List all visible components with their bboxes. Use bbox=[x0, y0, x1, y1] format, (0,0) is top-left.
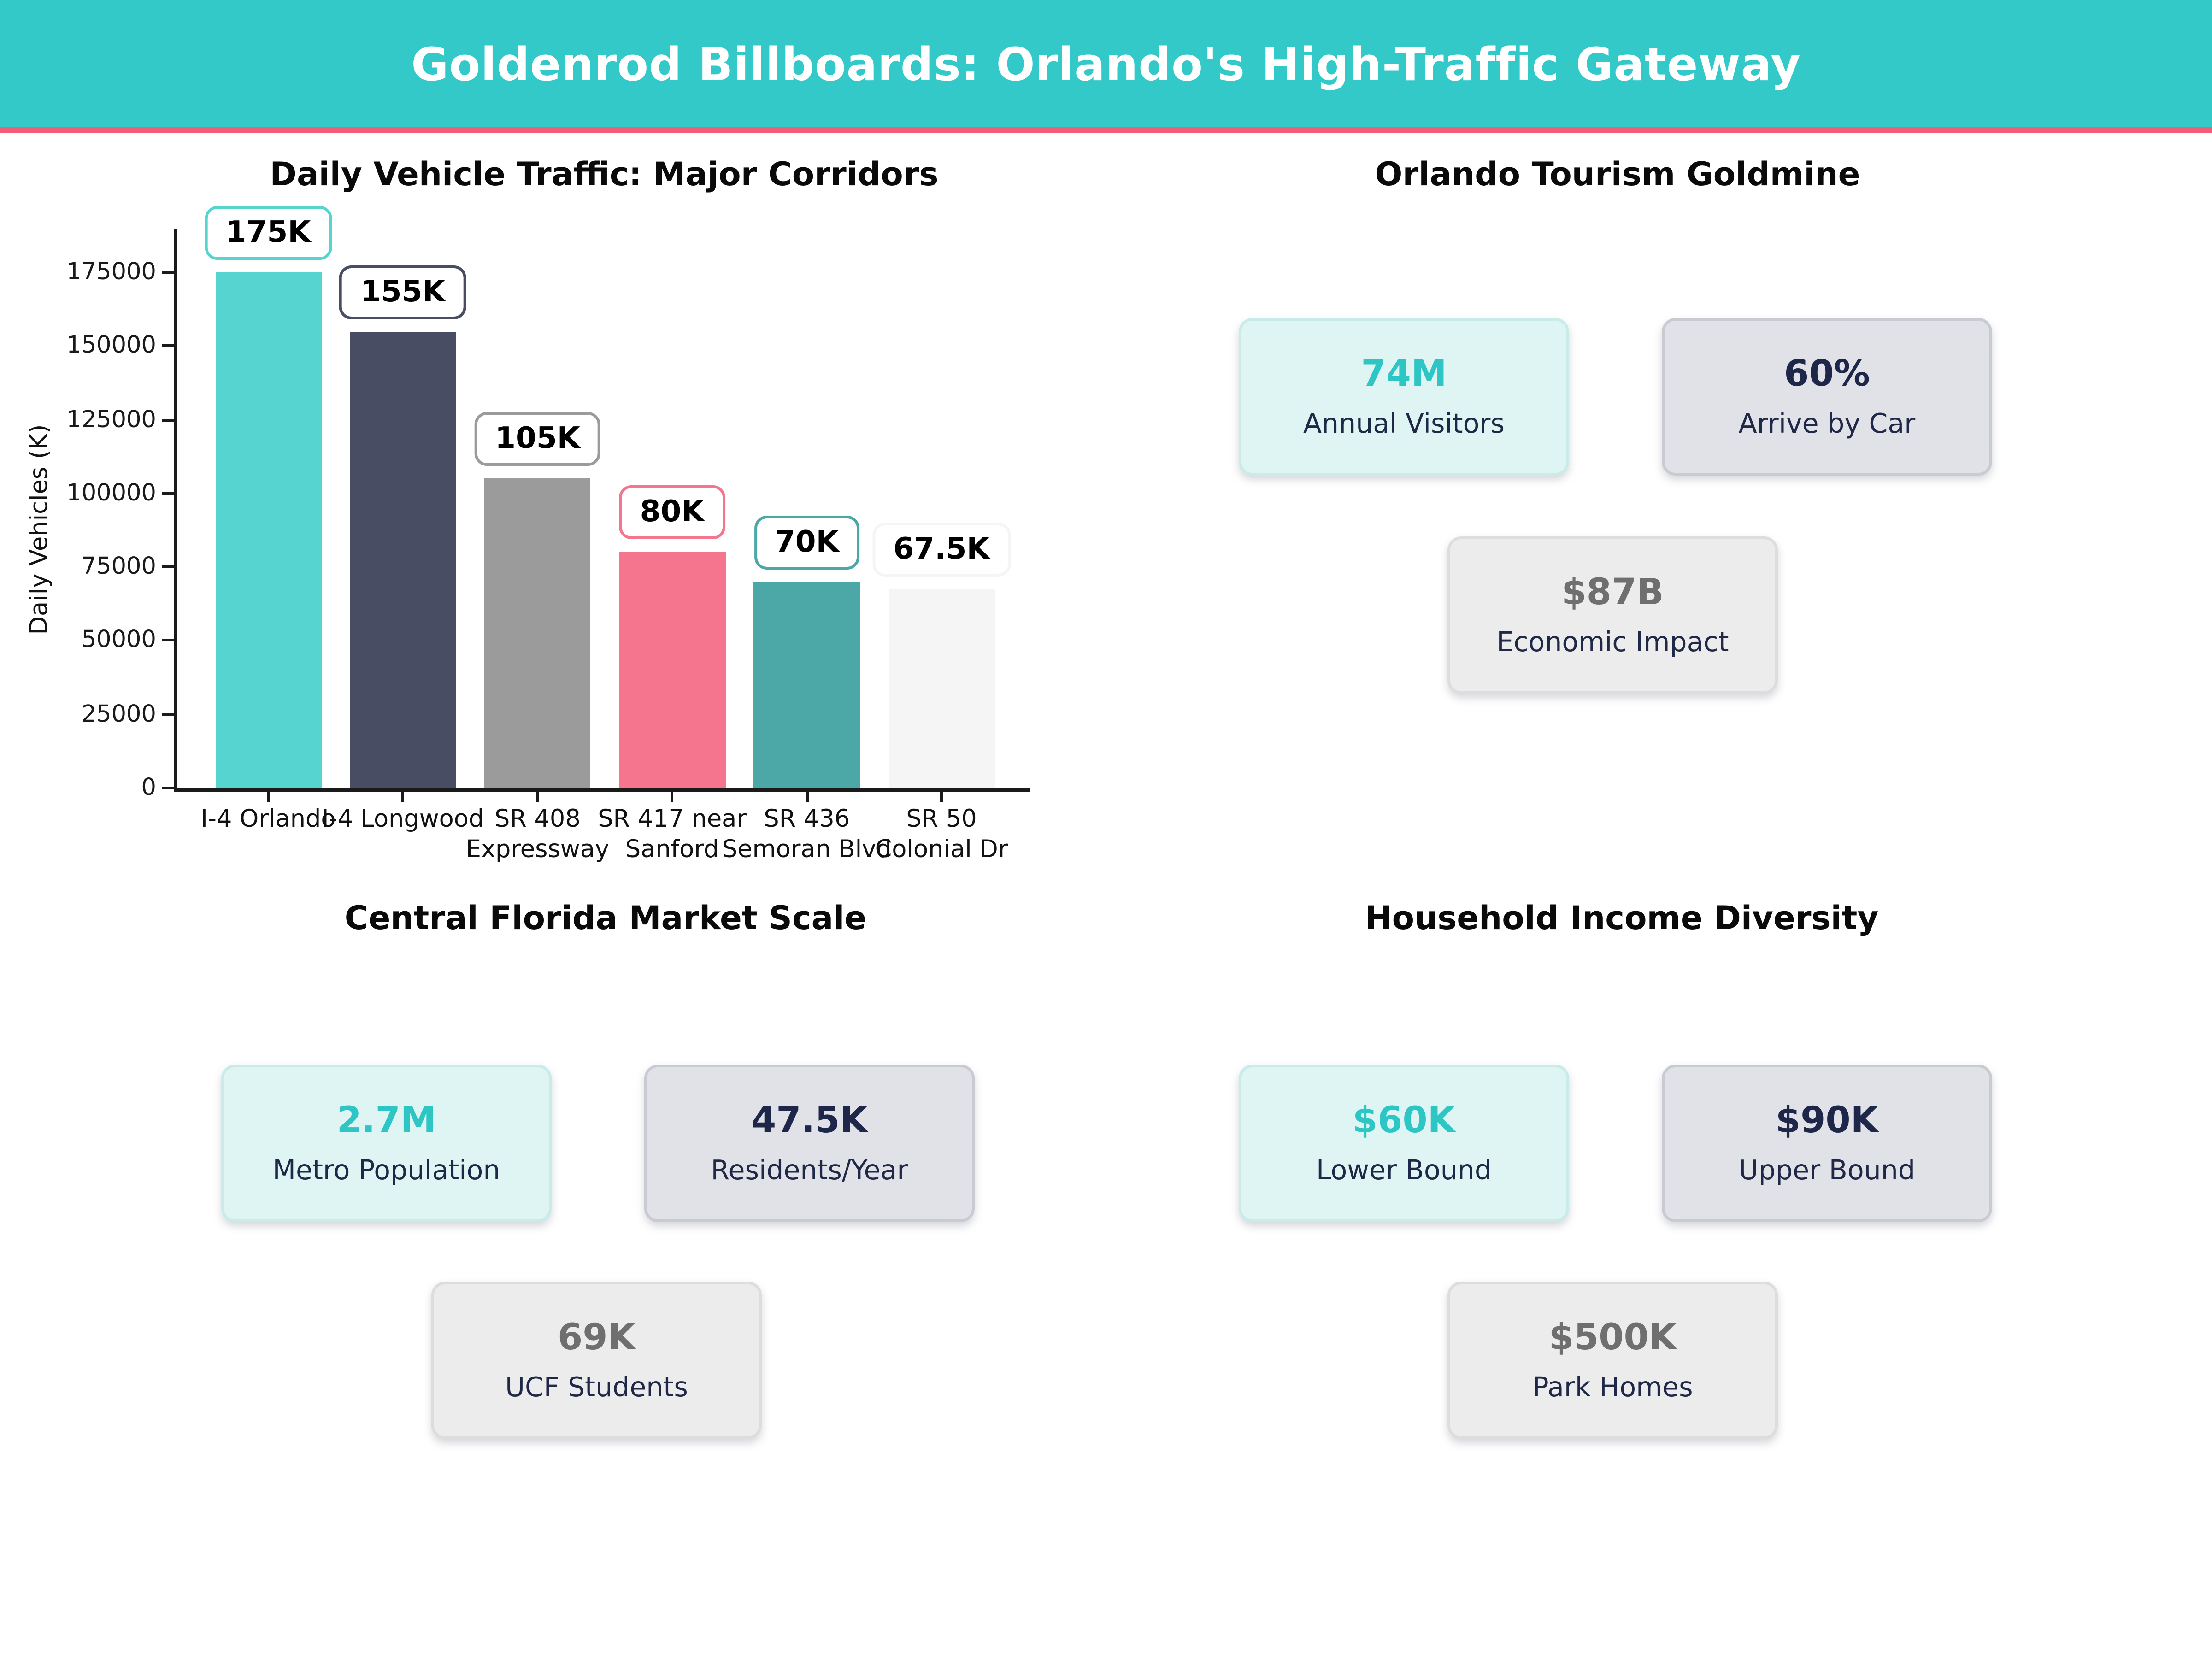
stat-value-upper-bound: $90K bbox=[1775, 1100, 1879, 1142]
bar-sr-50-colonial-dr bbox=[888, 589, 995, 788]
bar-i-4-orlando bbox=[215, 272, 322, 788]
stat-value-lower-bound: $60K bbox=[1352, 1100, 1456, 1142]
y-tick-label: 0 bbox=[141, 774, 156, 802]
y-tick-label: 75000 bbox=[81, 553, 156, 581]
y-tick bbox=[161, 418, 174, 421]
y-tick-label: 175000 bbox=[66, 259, 156, 286]
stat-label-arrive-by-car: Arrive by Car bbox=[1738, 407, 1916, 440]
stat-label-ucf-students: UCF Students bbox=[505, 1371, 688, 1403]
bar-sr-436-semoran-blvd bbox=[753, 582, 860, 788]
stat-value-park-homes: $500K bbox=[1548, 1317, 1677, 1359]
x-tick bbox=[267, 791, 270, 801]
x-axis-spine bbox=[173, 788, 1030, 792]
income-section-title: Household Income Diversity bbox=[1365, 899, 1879, 937]
x-tick bbox=[401, 791, 405, 801]
y-tick bbox=[161, 639, 174, 642]
bar-sr-408-expressway bbox=[484, 478, 591, 788]
stat-card-residents-year: 47.5K Residents/Year bbox=[644, 1065, 975, 1222]
x-tick bbox=[671, 791, 674, 801]
y-tick-label: 25000 bbox=[81, 700, 156, 729]
x-tick-label: SR 50 Colonial Dr bbox=[875, 806, 1008, 864]
x-tick-label: SR 408 Expressway bbox=[465, 806, 609, 864]
stat-card-economic-impact: $87B Economic Impact bbox=[1447, 536, 1778, 694]
stat-card-metro-population: 2.7M Metro Population bbox=[221, 1065, 552, 1222]
y-tick-label: 150000 bbox=[66, 332, 156, 360]
stat-card-ucf-students: 69K UCF Students bbox=[431, 1282, 762, 1439]
stat-card-lower-bound: $60K Lower Bound bbox=[1239, 1065, 1569, 1222]
market-section-title: Central Florida Market Scale bbox=[344, 899, 867, 937]
stat-value-arrive-by-car: 60% bbox=[1784, 353, 1870, 395]
stat-label-park-homes: Park Homes bbox=[1532, 1371, 1693, 1403]
x-tick-label: I-4 Orlando bbox=[200, 806, 336, 834]
page-title: Goldenrod Billboards: Orlando's High-Tra… bbox=[411, 36, 1801, 91]
stat-value-economic-impact: $87B bbox=[1561, 572, 1664, 614]
stat-label-economic-impact: Economic Impact bbox=[1496, 626, 1729, 658]
y-tick-label: 50000 bbox=[81, 627, 156, 655]
bar-value-badge: 105K bbox=[474, 412, 601, 466]
y-tick-label: 100000 bbox=[66, 479, 156, 507]
bar-value-badge: 70K bbox=[753, 515, 860, 570]
bar-value-badge: 80K bbox=[619, 486, 725, 540]
stat-card-arrive-by-car: 60% Arrive by Car bbox=[1662, 318, 1992, 476]
stat-value-annual-visitors: 74M bbox=[1361, 353, 1447, 395]
stat-label-upper-bound: Upper Bound bbox=[1739, 1154, 1915, 1186]
x-tick bbox=[536, 791, 539, 801]
y-tick bbox=[161, 787, 174, 789]
chart-title: Daily Vehicle Traffic: Major Corridors bbox=[270, 155, 939, 194]
stat-label-annual-visitors: Annual Visitors bbox=[1303, 407, 1505, 440]
stat-card-park-homes: $500K Park Homes bbox=[1447, 1282, 1778, 1439]
y-tick bbox=[161, 344, 174, 347]
bar-value-badge: 155K bbox=[339, 265, 466, 319]
bar-i-4-longwood bbox=[349, 331, 456, 788]
y-tick bbox=[161, 713, 174, 716]
bar-value-badge: 175K bbox=[205, 206, 332, 260]
bar-value-badge: 67.5K bbox=[872, 523, 1011, 577]
header-banner: Goldenrod Billboards: Orlando's High-Tra… bbox=[0, 0, 2212, 133]
stat-label-lower-bound: Lower Bound bbox=[1316, 1154, 1492, 1186]
x-tick-label: SR 436 Semoran Blvd bbox=[722, 806, 892, 864]
stat-value-metro-population: 2.7M bbox=[336, 1100, 436, 1142]
stat-card-annual-visitors: 74M Annual Visitors bbox=[1239, 318, 1569, 476]
tourism-section-title: Orlando Tourism Goldmine bbox=[1375, 155, 1860, 194]
stat-value-ucf-students: 69K bbox=[557, 1317, 636, 1359]
stat-value-residents-year: 47.5K bbox=[751, 1100, 868, 1142]
stat-card-upper-bound: $90K Upper Bound bbox=[1662, 1065, 1992, 1222]
x-tick bbox=[940, 791, 943, 801]
stat-label-metro-population: Metro Population bbox=[272, 1154, 500, 1186]
y-tick-label: 125000 bbox=[66, 406, 156, 434]
y-tick bbox=[161, 492, 174, 495]
x-tick-label: SR 417 near Sanford bbox=[598, 806, 747, 864]
stat-label-residents-year: Residents/Year bbox=[711, 1154, 908, 1186]
x-tick bbox=[805, 791, 808, 801]
y-tick bbox=[161, 271, 174, 274]
bar-sr-417-near-sanford bbox=[619, 552, 726, 788]
y-axis-spine bbox=[173, 229, 177, 792]
x-tick-label: I-4 Longwood bbox=[322, 806, 484, 834]
y-tick bbox=[161, 565, 174, 569]
